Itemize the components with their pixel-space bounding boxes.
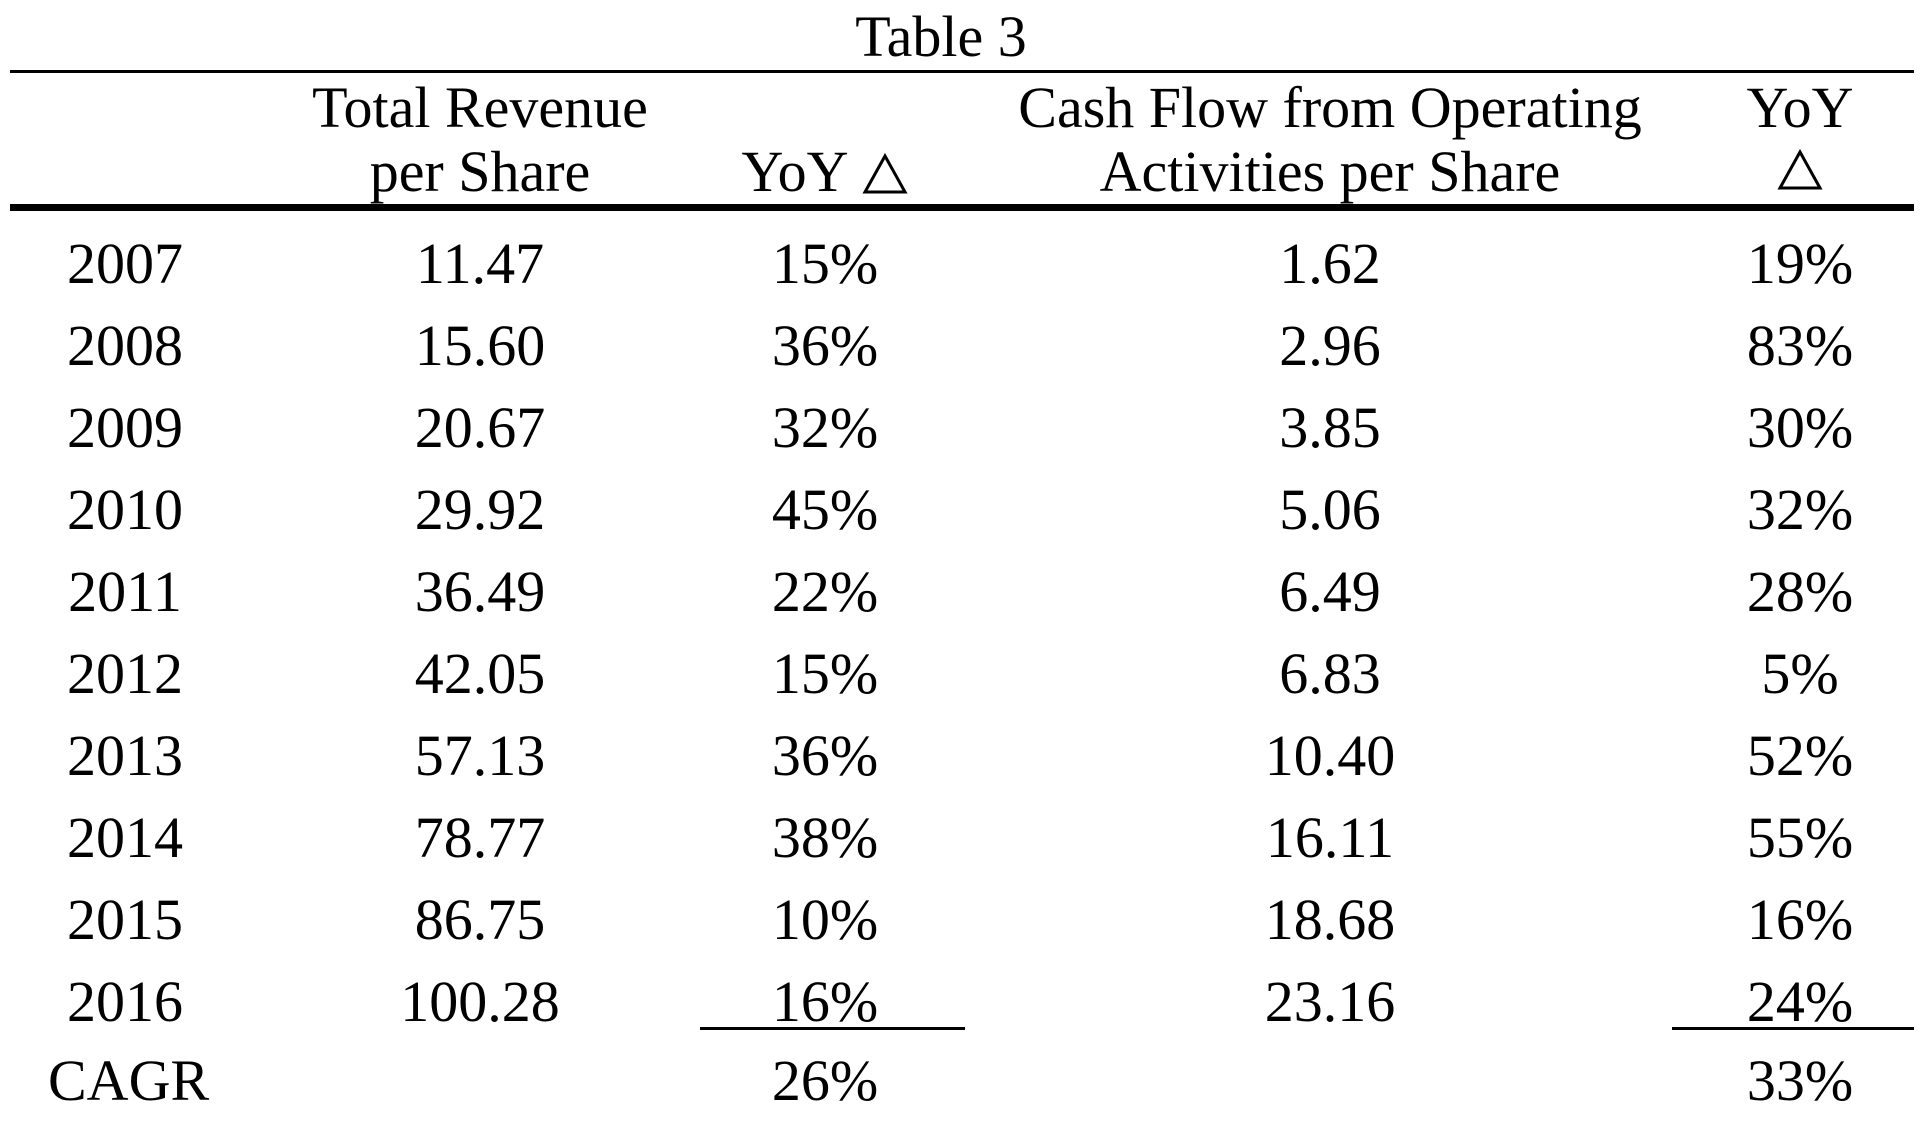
header-yoy-cash-flow-symbol: [1690, 140, 1910, 204]
cell-year: 2013: [67, 723, 183, 788]
cell-revenue: 78.77: [414, 805, 546, 870]
cell-yoy-revenue: 45%: [771, 477, 879, 542]
table-caption: Table 3: [855, 4, 1027, 69]
cell-yoy-cash-flow: 16%: [1746, 887, 1854, 952]
delta-triangle-icon: [862, 153, 909, 194]
cell-year: 2015: [67, 887, 183, 952]
cell-cash-flow: 23.16: [1264, 969, 1396, 1034]
header-total-revenue: Total Revenue per Share: [280, 76, 680, 204]
table-row: 2008 15.60 36% 2.96 83%: [10, 305, 1914, 387]
cell-yoy-revenue: 16%: [771, 969, 879, 1034]
cell-cash-flow: 16.11: [1265, 805, 1395, 870]
cell-cash-flow: 6.49: [1279, 559, 1381, 624]
header-rule: [10, 204, 1914, 211]
header-cash-flow: Cash Flow from Operating Activities per …: [970, 76, 1690, 204]
cell-revenue: 100.28: [400, 969, 560, 1034]
table-row: 2010 29.92 45% 5.06 32%: [10, 469, 1914, 551]
cell-yoy-revenue: 10%: [771, 887, 879, 952]
cell-revenue: 29.92: [414, 477, 546, 542]
delta-triangle-icon: [1777, 149, 1823, 190]
table-row: 2016 100.28 16% 23.16 24%: [10, 961, 1914, 1043]
cell-yoy-cash-flow: 83%: [1746, 313, 1854, 378]
cell-yoy-revenue: 15%: [771, 641, 879, 706]
header-yoy-cash-flow: YoY: [1690, 76, 1910, 204]
subtotal-rule-yoy-cash-flow: [1672, 1027, 1914, 1030]
cell-yoy-cash-flow: 32%: [1746, 477, 1854, 542]
cell-year: 2016: [67, 969, 183, 1034]
subtotal-rule-yoy-revenue: [700, 1027, 965, 1030]
cell-revenue: 86.75: [414, 887, 546, 952]
cell-year: 2008: [67, 313, 183, 378]
header-yoy-cash-flow-label: YoY: [1746, 75, 1854, 140]
table-body: 2007 11.47 15% 1.62 19% 2008 15.60 36% 2…: [10, 223, 1914, 1043]
cell-year: 2009: [67, 395, 183, 460]
cell-yoy-cash-flow: 55%: [1746, 805, 1854, 870]
cell-revenue: 20.67: [414, 395, 546, 460]
cell-cash-flow: 1.62: [1279, 231, 1381, 296]
cell-yoy-cash-flow: 28%: [1746, 559, 1854, 624]
cell-revenue: 57.13: [414, 723, 546, 788]
cell-yoy-revenue: 36%: [771, 313, 879, 378]
cell-year: 2011: [68, 559, 182, 624]
cell-yoy-revenue: 15%: [771, 231, 879, 296]
header-total-revenue-line2: per Share: [369, 139, 591, 204]
cell-yoy-cash-flow: 24%: [1746, 969, 1854, 1034]
table-row: 2011 36.49 22% 6.49 28%: [10, 551, 1914, 633]
cell-revenue: 15.60: [414, 313, 546, 378]
cell-yoy-revenue: 22%: [771, 559, 879, 624]
header-total-revenue-line1: Total Revenue: [312, 75, 648, 140]
cell-cash-flow: 5.06: [1279, 477, 1381, 542]
cell-cash-flow: 3.85: [1279, 395, 1381, 460]
table-row: 2014 78.77 38% 16.11 55%: [10, 797, 1914, 879]
cell-cash-flow: 6.83: [1279, 641, 1381, 706]
cagr-yoy-cash-flow: 33%: [1746, 1048, 1854, 1113]
cell-year: 2010: [67, 477, 183, 542]
cell-yoy-revenue: 38%: [771, 805, 879, 870]
cell-yoy-cash-flow: 30%: [1746, 395, 1854, 460]
cell-year: 2014: [67, 805, 183, 870]
table-row: 2007 11.47 15% 1.62 19%: [10, 223, 1914, 305]
cell-cash-flow: 2.96: [1279, 313, 1381, 378]
financial-table: Table 3 Total Revenue per Share YoY Cash…: [10, 0, 1914, 1128]
header-cash-flow-line2: Activities per Share: [1099, 139, 1561, 204]
header-yoy-revenue: YoY: [710, 140, 940, 204]
cell-cash-flow: 10.40: [1264, 723, 1396, 788]
cell-revenue: 11.47: [415, 231, 545, 296]
cell-yoy-revenue: 32%: [771, 395, 879, 460]
table-row: 2013 57.13 36% 10.40 52%: [10, 715, 1914, 797]
cell-yoy-cash-flow: 19%: [1746, 231, 1854, 296]
table-row: 2012 42.05 15% 6.83 5%: [10, 633, 1914, 715]
table-row: 2015 86.75 10% 18.68 16%: [10, 879, 1914, 961]
cell-year: 2012: [67, 641, 183, 706]
header-cash-flow-line1: Cash Flow from Operating: [1018, 75, 1642, 140]
cell-revenue: 36.49: [414, 559, 546, 624]
cell-revenue: 42.05: [414, 641, 546, 706]
cagr-label: CAGR: [48, 1048, 210, 1113]
cell-yoy-cash-flow: 5%: [1761, 641, 1839, 706]
header-yoy-revenue-label: YoY: [741, 139, 849, 204]
cagr-yoy-revenue: 26%: [771, 1048, 879, 1113]
cell-cash-flow: 18.68: [1264, 887, 1396, 952]
cell-yoy-cash-flow: 52%: [1746, 723, 1854, 788]
table-row: 2009 20.67 32% 3.85 30%: [10, 387, 1914, 469]
top-rule: [10, 70, 1914, 73]
cell-year: 2007: [67, 231, 183, 296]
cell-yoy-revenue: 36%: [771, 723, 879, 788]
cagr-row: CAGR 26% 33%: [10, 1040, 1914, 1122]
